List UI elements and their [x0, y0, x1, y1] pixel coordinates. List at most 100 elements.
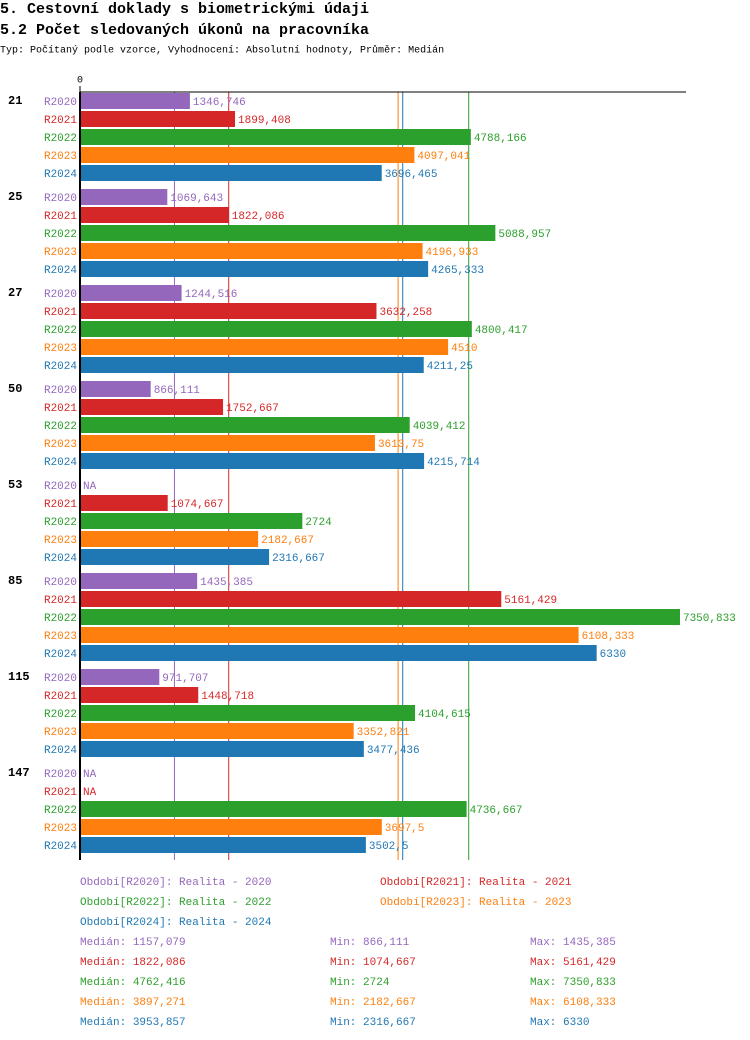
value-label: 5088,957	[498, 229, 551, 241]
series-label: R2024	[44, 361, 77, 373]
value-label: NA	[83, 481, 97, 493]
stat-median: Medián: 4762,416	[80, 977, 186, 989]
bar	[81, 705, 416, 721]
series-label: R2024	[44, 553, 77, 565]
stat-name: Min:	[330, 957, 356, 969]
series-label: R2024	[44, 265, 77, 277]
bar	[81, 669, 160, 685]
bar	[81, 687, 199, 703]
value-label: 4211,25	[427, 361, 473, 373]
value-label: 1069,643	[170, 193, 223, 205]
value-label: 6108,333	[582, 631, 635, 643]
value-label: 1244,516	[185, 289, 238, 301]
bar	[81, 243, 423, 259]
stat-value: 1157,079	[133, 937, 186, 949]
stat-name: Medián:	[80, 957, 126, 969]
series-label: R2024	[44, 457, 77, 469]
stat-name: Medián:	[80, 977, 126, 989]
series-label: R2022	[44, 517, 77, 529]
stat-name: Min:	[330, 1017, 356, 1029]
bar	[81, 573, 198, 589]
stat-value: 1074,667	[363, 957, 416, 969]
series-label: R2022	[44, 421, 77, 433]
stat-value: 2316,667	[363, 1017, 416, 1029]
value-label: 6330	[600, 649, 626, 661]
series-label: R2020	[44, 385, 77, 397]
stat-value: 5161,429	[563, 957, 616, 969]
bar	[81, 381, 151, 397]
series-label: R2021	[44, 691, 77, 703]
series-label: R2020	[44, 481, 77, 493]
series-label: R2023	[44, 535, 77, 547]
value-label: 866,111	[154, 385, 201, 397]
bar	[81, 801, 467, 817]
value-label: 4039,412	[413, 421, 466, 433]
stat-name: Max:	[530, 937, 556, 949]
stat-median: Medián: 3953,857	[80, 1017, 186, 1029]
chart-description: Typ: Počítaný podle vzorce, Vyhodnocení:…	[0, 44, 444, 57]
stat-value: 4762,416	[133, 977, 186, 989]
legend-entry: Období[R2023]: Realita - 2023	[380, 897, 571, 909]
stat-min: Min: 2316,667	[330, 1017, 416, 1029]
series-label: R2021	[44, 307, 77, 319]
stat-name: Min:	[330, 977, 356, 989]
bar	[81, 645, 597, 661]
value-label: 3352,821	[357, 727, 410, 739]
bar	[81, 225, 496, 241]
stat-max: Max: 6108,333	[530, 997, 616, 1009]
stat-value: 7350,833	[563, 977, 616, 989]
value-label: 3613,75	[378, 439, 424, 451]
stat-value: 3953,857	[133, 1017, 186, 1029]
value-label: NA	[83, 769, 97, 781]
bar	[81, 129, 471, 145]
bar	[81, 741, 364, 757]
stat-name: Max:	[530, 977, 556, 989]
bar	[81, 531, 259, 547]
bar	[81, 495, 168, 511]
stat-min: Min: 866,111	[330, 937, 410, 949]
stat-name: Max:	[530, 997, 556, 1009]
stat-max: Max: 7350,833	[530, 977, 616, 989]
chart-title: 5. Cestovní doklady s biometrickými údaj…	[0, 1, 369, 18]
category-label: 50	[8, 382, 22, 396]
value-label: 1899,408	[238, 115, 291, 127]
value-label: 1346,746	[193, 97, 246, 109]
series-label: R2020	[44, 193, 77, 205]
stat-value: 6108,333	[563, 997, 616, 1009]
value-label: 4196,933	[426, 247, 479, 259]
value-label: 4104,615	[418, 709, 471, 721]
series-label: R2023	[44, 247, 77, 259]
bar	[81, 339, 449, 355]
bar	[81, 513, 303, 529]
bar	[81, 627, 579, 643]
value-label: 1822,086	[232, 211, 285, 223]
series-label: R2021	[44, 115, 77, 127]
stat-value: 2182,667	[363, 997, 416, 1009]
value-label: 4510	[451, 343, 477, 355]
stat-name: Max:	[530, 957, 556, 969]
value-label: 2724	[305, 517, 332, 529]
bar	[81, 93, 190, 109]
value-label: 1752,667	[226, 403, 279, 415]
value-label: 2316,667	[272, 553, 325, 565]
stat-name: Medián:	[80, 937, 126, 949]
value-label: 2182,667	[261, 535, 314, 547]
bar	[81, 303, 377, 319]
stat-name: Min:	[330, 937, 356, 949]
series-label: R2024	[44, 841, 77, 853]
stat-max: Max: 1435,385	[530, 937, 616, 949]
series-label: R2022	[44, 805, 77, 817]
category-label: 21	[8, 94, 22, 108]
stat-value: 2724	[363, 977, 390, 989]
value-label: 3502,5	[369, 841, 409, 853]
series-label: R2023	[44, 823, 77, 835]
value-label: 3632,258	[379, 307, 432, 319]
stat-name: Medián:	[80, 1017, 126, 1029]
stat-median: Medián: 1822,086	[80, 957, 186, 969]
category-label: 27	[8, 286, 22, 300]
value-label: 4265,333	[431, 265, 484, 277]
series-label: R2024	[44, 649, 77, 661]
series-label: R2022	[44, 613, 77, 625]
bar	[81, 609, 680, 625]
category-label: 85	[8, 574, 22, 588]
